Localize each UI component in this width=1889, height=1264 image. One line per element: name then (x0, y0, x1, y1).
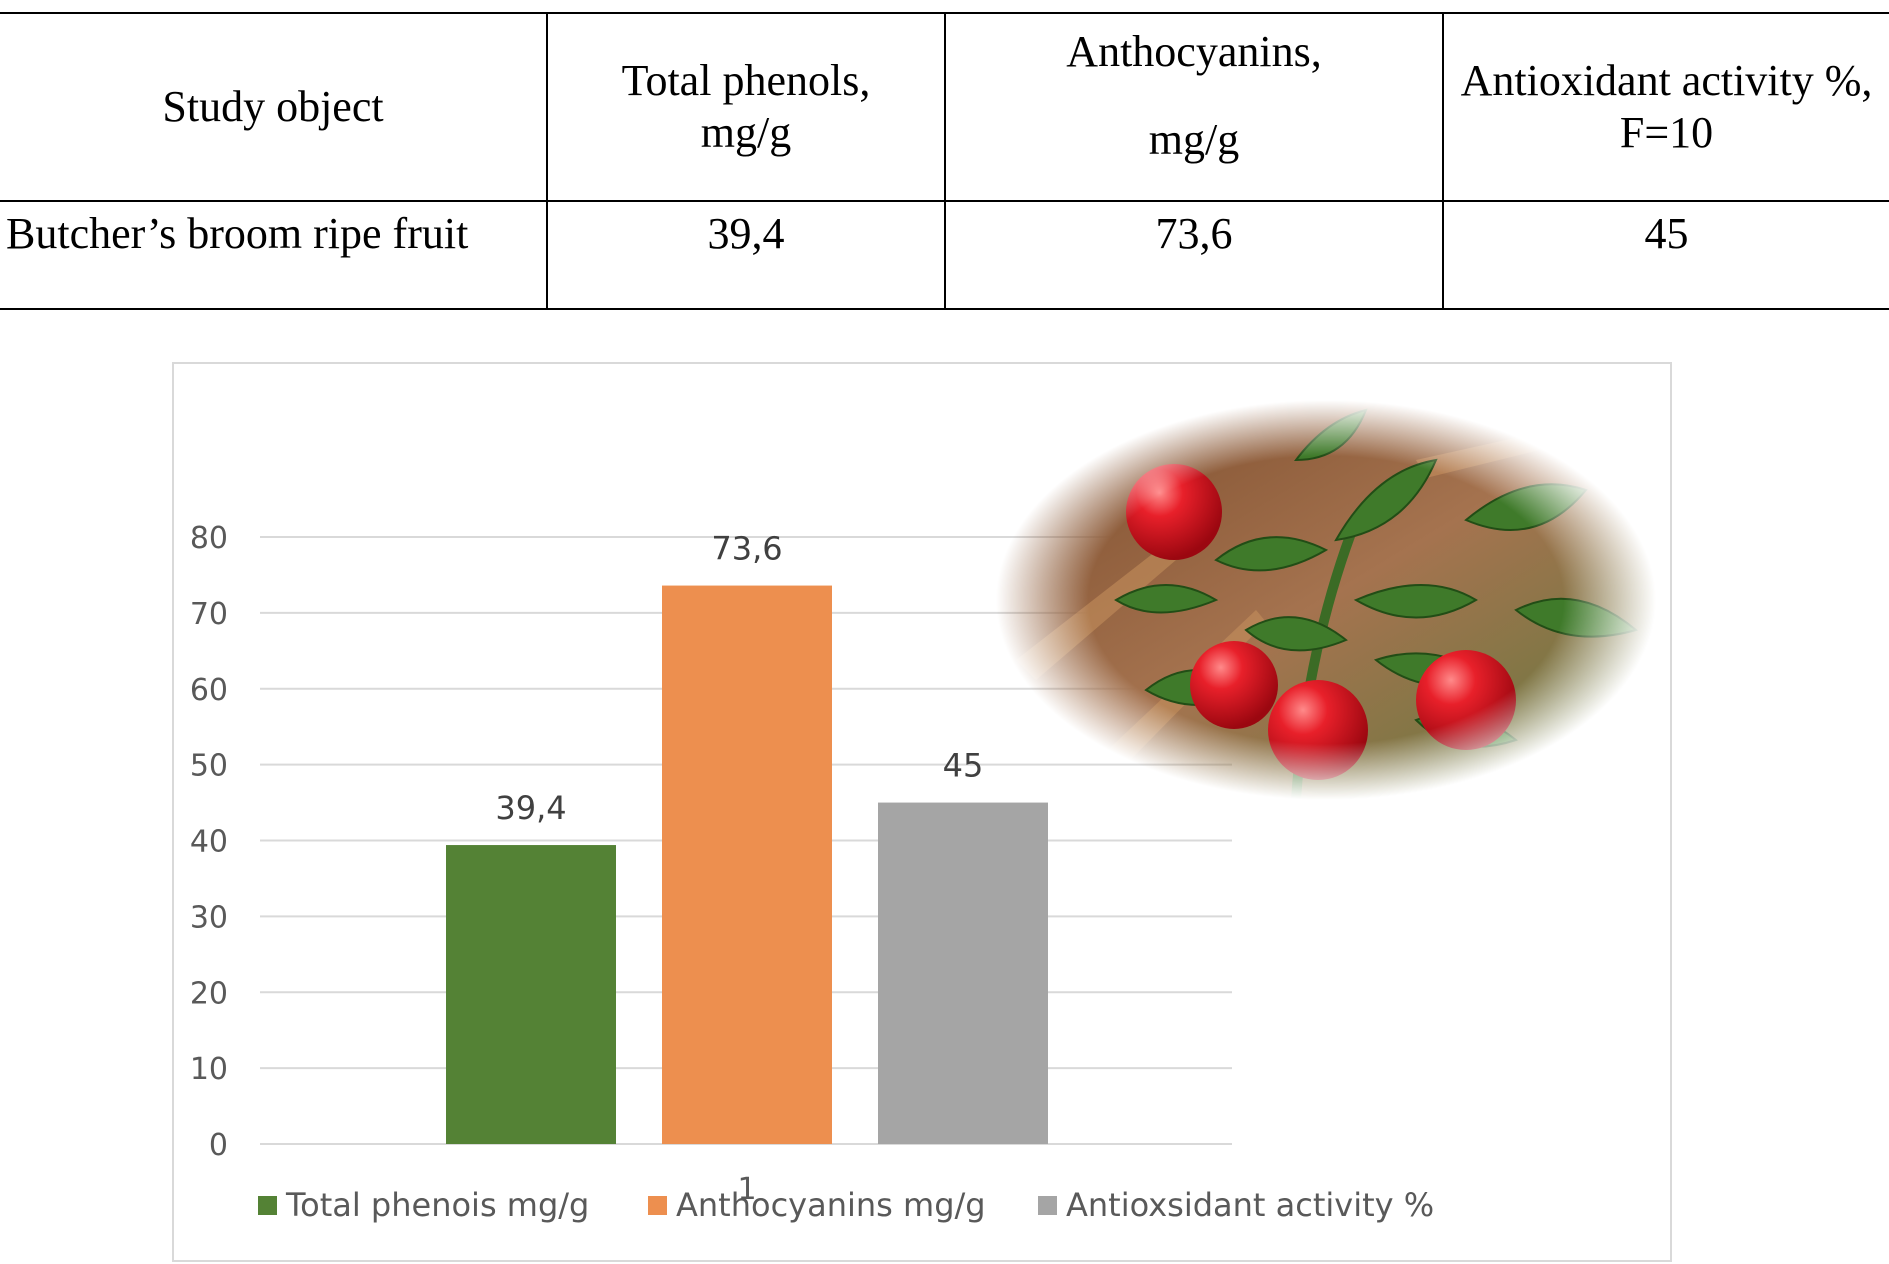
legend-label: Antioxsidant activity % (1066, 1186, 1434, 1224)
data-label: 73,6 (711, 530, 782, 568)
y-tick-label: 60 (190, 673, 228, 708)
header-antioxidant: Antioxidant activity %, F=10 (1442, 12, 1889, 202)
data-label: 39,4 (495, 789, 566, 827)
y-tick-label: 0 (209, 1128, 228, 1163)
header-total-phenols-line1: Total phenols, (621, 56, 871, 105)
y-tick-label: 20 (190, 976, 228, 1011)
legend-swatch (648, 1196, 667, 1215)
table-header-row: Study object Total phenols, mg/g Anthocy… (0, 12, 1889, 202)
legend-label: Total phenois mg/g (285, 1186, 589, 1224)
header-anthocyanins-line1: Anthocyanins, (1066, 27, 1322, 76)
header-study-object: Study object (0, 12, 547, 202)
header-total-phenols: Total phenols, mg/g (546, 12, 945, 202)
y-tick-label: 70 (190, 597, 228, 632)
header-study-object-text: Study object (162, 82, 384, 131)
legend-swatch (1038, 1196, 1057, 1215)
data-table: Study object Total phenols, mg/g Anthocy… (0, 12, 1889, 310)
header-antioxidant-line1: Antioxidant activity %, (1460, 56, 1873, 105)
y-tick-label: 80 (190, 521, 228, 556)
header-antioxidant-line2: F=10 (1619, 108, 1714, 157)
chart-frame: 0 10 20 30 40 50 60 70 80 39,4 73,6 45 1 Total phenoi… (172, 362, 1672, 1262)
bar (446, 845, 616, 1144)
cell-antioxidant: 45 (1442, 200, 1889, 310)
y-tick-label: 10 (190, 1052, 228, 1087)
bar-chart: 0 10 20 30 40 50 60 70 80 39,4 73,6 45 1 Total phenoi… (190, 521, 1434, 1224)
cell-study-object: Butcher’s broom ripe fruit (0, 200, 547, 310)
header-anthocyanins: Anthocyanins, mg/g (944, 12, 1443, 202)
header-anthocyanins-line2: mg/g (1148, 115, 1240, 164)
data-label: 45 (943, 747, 984, 785)
legend-swatch (258, 1196, 277, 1215)
y-tick-label: 40 (190, 825, 228, 860)
y-tick-label: 30 (190, 900, 228, 935)
x-tick-label: 1 (737, 1172, 756, 1207)
bar (662, 585, 832, 1144)
legend-label: Anthocyanins mg/g (676, 1186, 986, 1224)
table-row: Butcher’s broom ripe fruit 39,4 73,6 45 (0, 200, 1889, 310)
cell-anthocyanins: 73,6 (944, 200, 1443, 310)
header-total-phenols-line2: mg/g (700, 108, 792, 157)
butchers-broom-berries-image (996, 400, 1656, 800)
y-tick-label: 50 (190, 749, 228, 784)
cell-total-phenols: 39,4 (546, 200, 945, 310)
bar (878, 802, 1048, 1144)
